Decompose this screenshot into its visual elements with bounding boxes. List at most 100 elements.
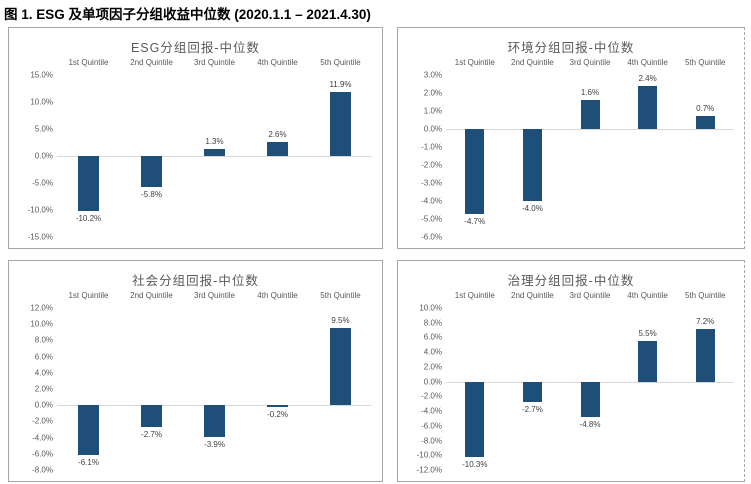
y-axis-tick-label: -2.0% — [421, 160, 442, 170]
y-axis-tick-label: 6.0% — [34, 352, 53, 362]
category-label: 5th Quintile — [684, 58, 726, 67]
chart-panel-esg: ESG分组回报-中位数 1st Quintile 2nd Quintile 3rd Q… — [8, 27, 383, 249]
y-axis-tick-label: -5.0% — [421, 214, 442, 224]
y-axis-tick-label: 8.0% — [34, 335, 53, 345]
data-label: -2.7% — [141, 430, 162, 440]
category-label: 4th Quintile — [627, 291, 668, 300]
category-label: 3rd Quintile — [194, 58, 235, 67]
bar — [267, 141, 288, 156]
bar — [465, 381, 484, 458]
zero-axis-line — [57, 156, 372, 157]
bar — [638, 85, 657, 129]
data-label: 2.6% — [268, 129, 287, 139]
category-label: 2nd Quintile — [130, 58, 173, 67]
bar — [141, 156, 162, 188]
y-axis-tick-label: 3.0% — [423, 70, 442, 80]
data-label: -4.0% — [521, 204, 543, 213]
y-axis-tick-label: -4.0% — [32, 433, 53, 443]
y-axis-tick-label: 5.0% — [34, 124, 53, 134]
y-axis-tick-label: 2.0% — [423, 362, 442, 372]
data-label: 7.2% — [696, 316, 715, 326]
data-label: -4.7% — [464, 216, 486, 226]
y-axis-tick-label: -6.0% — [421, 421, 442, 431]
bar — [638, 341, 657, 382]
y-axis-tick-label: 4.0% — [423, 347, 442, 357]
category-label: 1st Quintile — [454, 291, 495, 300]
bar — [78, 156, 99, 212]
y-axis-tick-label: 10.0% — [30, 319, 53, 329]
category-label: 3rd Quintile — [569, 291, 611, 300]
bar — [330, 328, 351, 406]
bar — [78, 405, 99, 455]
figure-title: 图 1. ESG 及单项因子分组收益中位数 (2020.1.1 – 2021.4… — [4, 7, 371, 22]
category-label: 3rd Quintile — [194, 291, 235, 300]
category-label: 2nd Quintile — [130, 291, 173, 300]
y-axis-tick-label: 8.0% — [423, 318, 442, 328]
y-axis-tick-label: -4.0% — [421, 196, 442, 206]
y-axis-tick-label: 15.0% — [30, 70, 53, 80]
chart-panel-governance: 治理分组回报-中位数 1st Quintile 2nd Quintile 3rd Qu… — [397, 260, 745, 482]
chart-panel-social: 社会分组回报-中位数 1st Quintile 2nd Quintile 3rd Qu… — [8, 260, 383, 482]
y-axis-tick-label: -6.0% — [32, 449, 53, 459]
y-axis-tick-label: 0.0% — [34, 151, 53, 161]
chart-title: 社会分组回报-中位数 — [132, 274, 259, 288]
category-label: 5th Quintile — [684, 291, 726, 300]
data-label: -0.2% — [267, 409, 288, 419]
y-axis-tick-label: 0.0% — [34, 400, 53, 410]
y-axis-tick-label: -1.0% — [421, 142, 442, 152]
y-axis-tick-label: 10.0% — [419, 303, 442, 313]
y-axis-tick-label: 2.0% — [34, 384, 53, 394]
bar — [523, 381, 542, 402]
y-axis-tick-label: -12.0% — [416, 465, 442, 475]
bar — [141, 405, 162, 428]
data-label: 5.5% — [638, 329, 657, 339]
data-label: -5.8% — [141, 190, 162, 200]
data-label: -10.2% — [75, 214, 102, 224]
category-label: 5th Quintile — [320, 291, 361, 300]
bar — [204, 148, 225, 156]
chart-panel-environment: 环境分组回报-中位数 1st Quintile 2nd Quintile 3rd Qu… — [397, 27, 745, 249]
data-label: -3.9% — [204, 439, 225, 449]
zero-axis-line — [446, 129, 734, 130]
data-label: -2.7% — [521, 404, 543, 414]
data-label: 1.6% — [580, 88, 600, 98]
bar — [581, 100, 600, 129]
y-axis-tick-label: 0.0% — [423, 124, 442, 134]
data-label: -4.8% — [579, 419, 601, 429]
bar — [523, 129, 542, 201]
data-label: 11.9% — [329, 79, 352, 89]
chart-title: ESG分组回报-中位数 — [130, 41, 261, 55]
y-axis-tick-label: -10.0% — [27, 205, 53, 215]
y-axis-tick-label: -5.0% — [32, 178, 53, 188]
data-label: -10.3% — [462, 460, 488, 470]
bar — [465, 129, 484, 214]
category-label: 1st Quintile — [68, 291, 109, 300]
category-label: 1st Quintile — [68, 58, 109, 67]
category-label: 3rd Quintile — [569, 58, 611, 67]
y-axis-tick-label: -8.0% — [32, 465, 53, 475]
category-label: 2nd Quintile — [511, 291, 554, 300]
data-label: 2.4% — [638, 73, 657, 83]
bar — [581, 381, 600, 417]
chart-title: 治理分组回报-中位数 — [507, 274, 635, 288]
y-axis-tick-label: 2.0% — [423, 88, 442, 98]
y-axis-tick-label: -2.0% — [421, 391, 442, 401]
bar — [267, 405, 288, 407]
data-label: 1.3% — [205, 136, 224, 146]
category-label: 1st Quintile — [454, 58, 495, 67]
bar — [330, 91, 351, 156]
y-axis-tick-label: 1.0% — [423, 106, 442, 116]
y-axis-tick-label: 0.0% — [423, 377, 442, 387]
data-label: -6.1% — [78, 457, 99, 467]
category-label: 4th Quintile — [257, 58, 298, 67]
chart-title: 环境分组回报-中位数 — [507, 41, 635, 55]
y-axis-tick-label: -10.0% — [416, 450, 442, 460]
y-axis-tick-label: -6.0% — [421, 232, 442, 242]
bar — [696, 328, 715, 382]
data-label: 9.5% — [331, 316, 350, 326]
y-axis-tick-label: -15.0% — [27, 232, 53, 242]
category-label: 5th Quintile — [320, 58, 361, 67]
y-axis-tick-label: -4.0% — [421, 406, 442, 416]
category-label: 2nd Quintile — [511, 58, 554, 67]
